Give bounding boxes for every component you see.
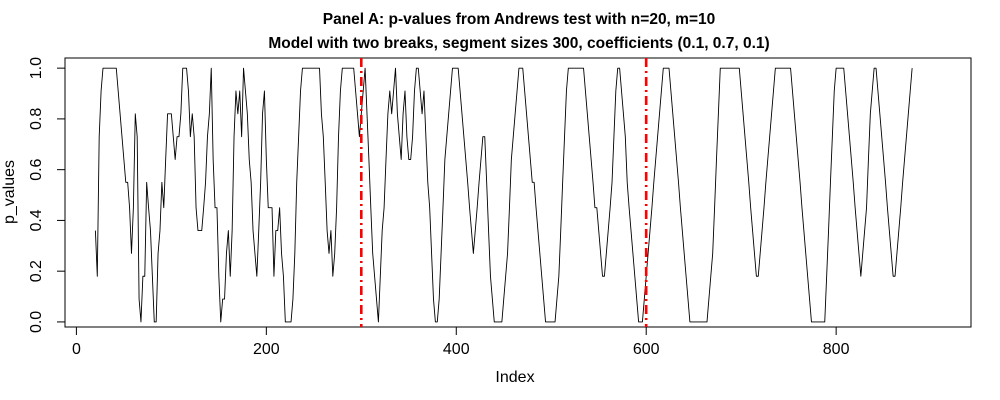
y-tick-label: 0.4 xyxy=(28,209,45,231)
p-values-line xyxy=(94,67,913,323)
x-tick-label: 400 xyxy=(443,341,470,358)
chart-title: Panel A: p-values from Andrews test with… xyxy=(323,11,716,28)
y-tick-label: 0.8 xyxy=(28,108,45,130)
y-axis-label: p_values xyxy=(1,160,18,224)
x-tick-label: 200 xyxy=(253,341,280,358)
y-tick-label: 0.2 xyxy=(28,260,45,282)
x-tick-label: 600 xyxy=(633,341,660,358)
x-axis-label: Index xyxy=(495,369,534,386)
chart-subtitle: Model with two breaks, segment sizes 300… xyxy=(268,35,769,52)
y-axis: 0.0 0.2 0.4 0.6 0.8 1.0 xyxy=(28,57,65,333)
x-tick-label: 800 xyxy=(823,341,850,358)
plot-frame xyxy=(64,57,972,328)
x-axis: 0 200 400 600 800 xyxy=(72,327,850,358)
annotation-layer xyxy=(360,58,648,327)
y-tick-label: 0.6 xyxy=(28,158,45,180)
y-tick-label: 0.0 xyxy=(28,311,45,333)
y-tick-label: 1.0 xyxy=(28,57,45,79)
series-layer xyxy=(94,67,913,323)
x-tick-label: 0 xyxy=(72,341,81,358)
